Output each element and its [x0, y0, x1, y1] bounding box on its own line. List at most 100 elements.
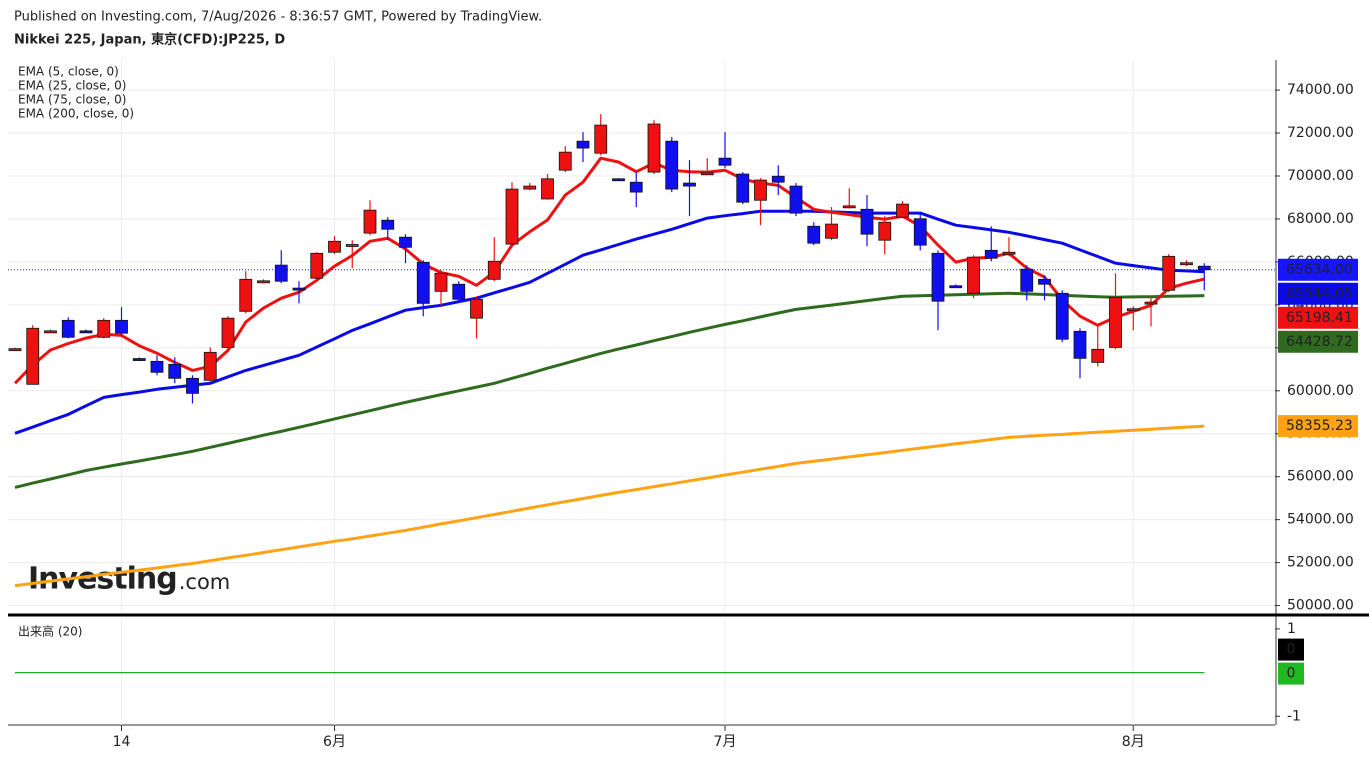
candle-body	[683, 182, 696, 187]
y-tick-label: 70000.00	[1287, 168, 1354, 184]
candle-body	[1109, 296, 1122, 348]
value-label: 65544.05	[1286, 286, 1353, 302]
published-note: Published on Investing.com, 7/Aug/2026 -…	[14, 10, 542, 25]
value-label-box	[1278, 330, 1358, 353]
y-tick-label: 68000.00	[1287, 211, 1354, 227]
candle-body	[878, 221, 892, 241]
candle-body	[150, 360, 164, 373]
candle-body	[825, 223, 838, 239]
candle-body	[79, 330, 93, 334]
legend-entry: EMA (25, close, 0)	[18, 79, 126, 93]
y-tick-label: 72000.00	[1287, 125, 1354, 141]
candle-body	[505, 188, 519, 245]
y-tick-label: 56000.00	[1287, 469, 1354, 485]
candle-body	[1091, 348, 1105, 363]
candle-body	[221, 317, 235, 348]
candle-body	[558, 151, 572, 171]
candle-body	[541, 178, 554, 200]
candle-body	[1197, 265, 1211, 271]
candle-body	[931, 252, 945, 302]
watermark: .com	[179, 570, 231, 594]
candle-body	[736, 173, 750, 203]
candle-body	[860, 208, 874, 235]
legend-entry: EMA (200, close, 0)	[18, 107, 134, 121]
ema-line	[14, 209, 1205, 435]
candle-body	[949, 285, 963, 289]
value-label-box	[1278, 282, 1358, 305]
candle-body	[203, 351, 217, 381]
candle-body	[239, 278, 253, 312]
y-tick-label: -1	[1287, 708, 1301, 724]
value-label: 0	[1287, 666, 1296, 682]
candle-body	[754, 179, 767, 201]
value-label-box	[1278, 638, 1304, 661]
candle-body	[647, 123, 661, 173]
candle-body	[487, 260, 501, 280]
candle-body	[257, 280, 270, 284]
chart-title: Nikkei 225, Japan, 東京(CFD):JP225, D	[14, 32, 285, 48]
candle-body	[61, 319, 75, 338]
candle-body	[523, 185, 537, 190]
value-label: 58355.23	[1286, 418, 1353, 434]
candle-body	[381, 219, 395, 230]
y-tick-label: 1	[1287, 621, 1296, 637]
value-label-box	[1278, 415, 1358, 438]
candle-body	[115, 319, 128, 334]
value-label: 64428.72	[1286, 334, 1353, 350]
x-tick-label: 6月	[323, 734, 346, 750]
candle-body	[1038, 278, 1051, 285]
candle-body	[594, 124, 608, 154]
candle-body	[363, 209, 377, 234]
watermark: Investing	[28, 562, 177, 597]
value-label-box	[1278, 258, 1358, 281]
ema-line	[14, 291, 1205, 489]
candle-body	[913, 218, 927, 246]
candle-body	[771, 175, 785, 183]
candle-body	[132, 358, 146, 361]
candle-body	[896, 203, 909, 218]
volume-title: 出来高 (20)	[18, 624, 82, 639]
candle-body	[345, 244, 359, 247]
y-tick-label: 50000.00	[1287, 598, 1354, 614]
x-tick-label: 8月	[1122, 734, 1145, 750]
candle-body	[292, 287, 306, 291]
candle-body	[452, 283, 466, 300]
candle-body	[470, 298, 483, 319]
candle-body	[842, 205, 856, 209]
candle-body	[1073, 330, 1087, 359]
candle-body	[310, 252, 324, 279]
candle-body	[718, 157, 732, 166]
candle-body	[665, 140, 679, 190]
candle-body	[328, 240, 341, 253]
candle-body	[168, 363, 182, 379]
candle-body	[26, 327, 40, 385]
candle-body	[274, 264, 288, 282]
candle-body	[807, 225, 821, 244]
candle-body	[1055, 292, 1069, 340]
candle-body	[1126, 308, 1140, 312]
legend-entry: EMA (75, close, 0)	[18, 93, 126, 107]
value-label: 65634.00	[1286, 262, 1353, 278]
value-label-box	[1278, 306, 1358, 329]
candle-body	[1020, 268, 1034, 292]
candle-body	[1162, 255, 1176, 291]
value-label-box	[1278, 662, 1304, 685]
value-label: 0	[1287, 642, 1296, 658]
candle-body	[1144, 301, 1158, 305]
x-tick-label: 7月	[714, 734, 737, 750]
x-tick-label: 14	[113, 734, 131, 750]
ema-line	[14, 424, 1205, 588]
candle-body	[97, 319, 111, 338]
candle-body	[44, 330, 57, 334]
candle-body	[984, 249, 998, 259]
candle-body	[629, 181, 643, 193]
candle-body	[8, 348, 22, 352]
candle-body	[612, 178, 625, 182]
candle-body	[399, 236, 412, 248]
candle-body	[700, 172, 714, 176]
candle-body	[1180, 262, 1193, 266]
candle-body	[576, 140, 590, 149]
value-label: 65198.41	[1286, 310, 1353, 326]
